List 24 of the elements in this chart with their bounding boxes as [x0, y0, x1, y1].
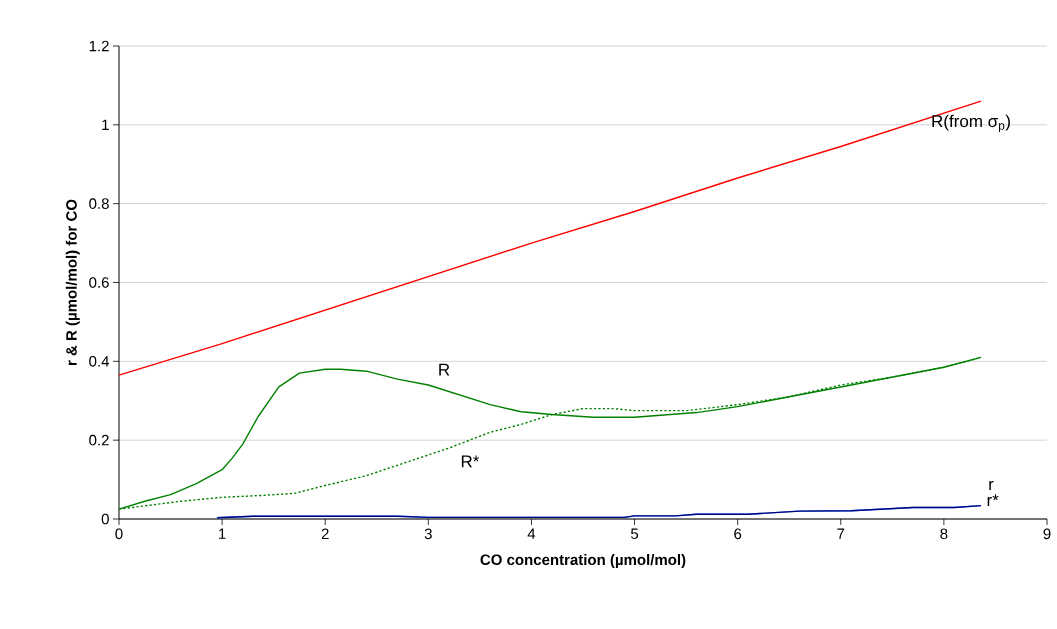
- x-tick-label: 1: [219, 528, 226, 539]
- series-label: R*: [461, 455, 480, 468]
- x-tick-label: 2: [321, 528, 329, 539]
- x-tick-label: 8: [940, 528, 948, 540]
- series-label: R(from σ$_{p}$): [932, 114, 1010, 133]
- y-tick-label: 1.2: [89, 40, 109, 52]
- x-tick-label: 0: [115, 528, 123, 540]
- series-label: r*: [987, 494, 999, 507]
- x-tick-label: 3: [424, 528, 432, 540]
- series-label: R: [439, 363, 450, 376]
- y-tick-label: 0.6: [89, 277, 109, 288]
- y-tick-label: 0.2: [89, 434, 109, 446]
- y-tick-label: 0.4: [89, 356, 110, 367]
- series-label: r: [989, 480, 994, 491]
- x-axis-title: CO concentration (µmol/mol): [480, 554, 686, 569]
- y-tick-label: 0.8: [89, 198, 109, 209]
- x-tick-label: 4: [527, 528, 536, 539]
- x-tick-label: 5: [630, 528, 639, 539]
- x-tick-label: 9: [1043, 528, 1051, 540]
- y-tick-label: 0: [101, 513, 109, 525]
- y-tick-label: 1: [102, 119, 109, 130]
- x-tick-label: 6: [734, 528, 742, 540]
- y-axis-title: r & R (µmol/mol) for CO: [65, 199, 80, 365]
- x-tick-label: 7: [837, 528, 845, 539]
